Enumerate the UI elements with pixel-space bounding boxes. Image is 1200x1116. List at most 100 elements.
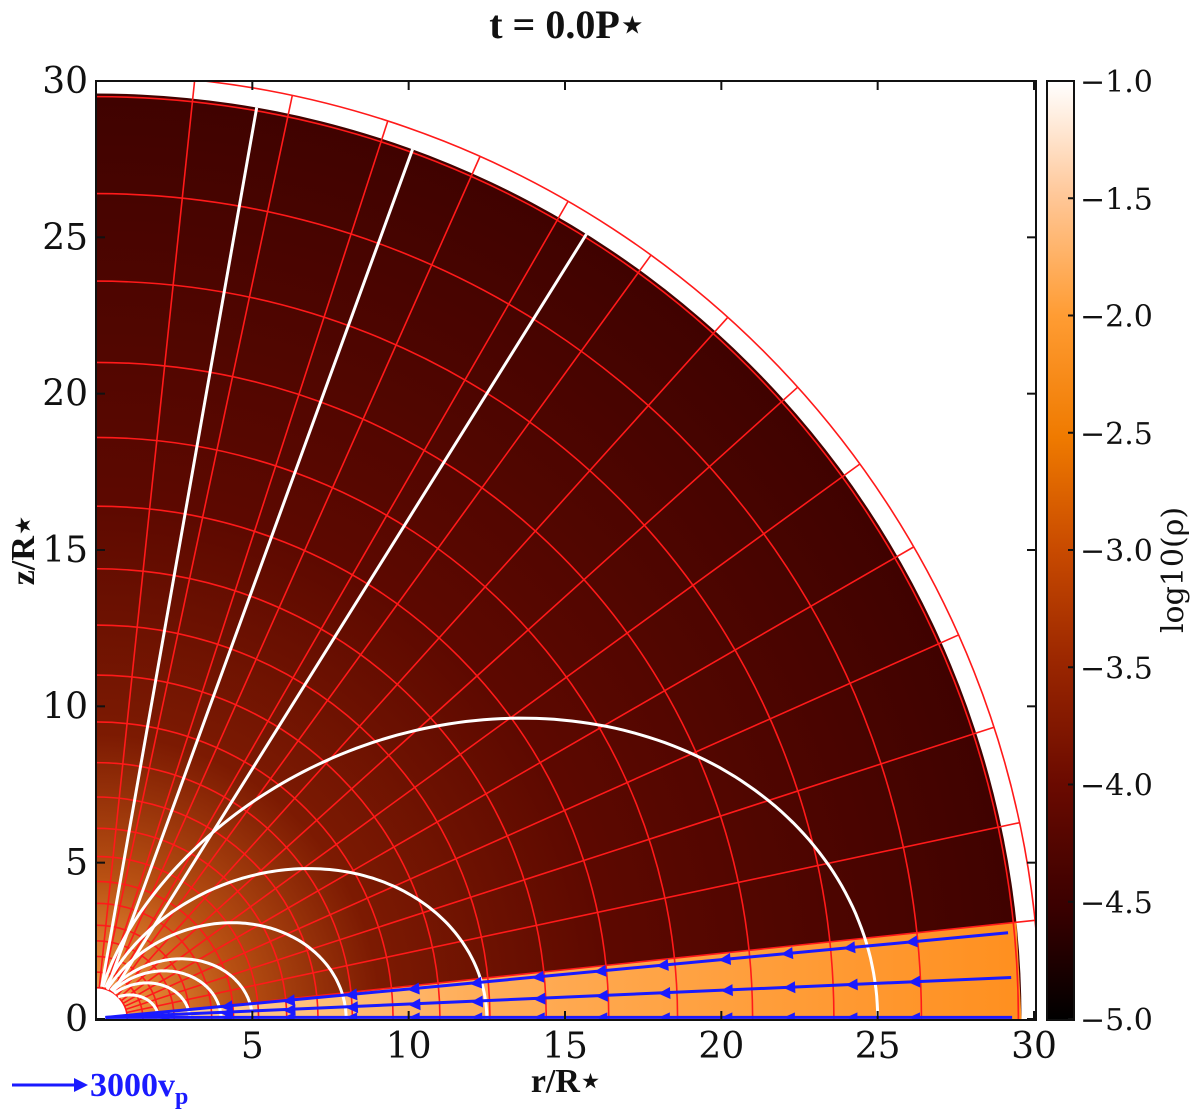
velocity-arrow-0-2 — [345, 1001, 359, 1014]
velocity-arrow-0-5 — [533, 992, 546, 1005]
field-line-open-1 — [105, 148, 414, 989]
y-tick-label-3: 15 — [42, 530, 88, 571]
velocity-arrow-1-8 — [718, 953, 732, 966]
colorbar-label: log10(ρ) — [1156, 507, 1191, 633]
velocity-arrow-1-6 — [594, 964, 607, 977]
cb-tick-label-3: −2.5 — [1080, 417, 1153, 452]
field-line-open-0 — [112, 233, 588, 992]
field-line-closed-1 — [113, 981, 192, 1019]
velocity-arrow-1-5 — [531, 970, 545, 983]
velocity-arrow-0-9 — [783, 981, 796, 994]
velocity-arrow-equator-7 — [596, 1012, 608, 1020]
cb-tick-label-8: −5.0 — [1080, 1003, 1153, 1038]
field-line-closed-2 — [111, 969, 223, 1020]
velocity-arrow-0-8 — [720, 984, 733, 997]
velocity-arrow-0-1 — [283, 1004, 296, 1017]
velocity-arrow-0-4 — [470, 995, 484, 1008]
y-tick-label-4: 20 — [42, 374, 88, 415]
velocity-arrow-1-1 — [282, 994, 296, 1007]
colorbar-ticks: −1.0 −1.5 −2.0 −2.5 −3.0 −3.5 −4.0 −4.5 −5.0 — [1068, 65, 1153, 1038]
y-tick-label-1: 5 — [65, 843, 88, 884]
cb-tick-label-0: −1.0 — [1080, 65, 1153, 100]
velocity-arrow-0-10 — [845, 978, 858, 991]
grid-circle-0 — [96, 986, 129, 1020]
grid-circle-20 — [96, 95, 1020, 1020]
legend-label: 3000vp — [90, 1067, 188, 1110]
velocity-arrow-1-9 — [780, 947, 794, 960]
grid-circle-12 — [96, 674, 441, 1020]
velocity-arrow-equator-5 — [471, 1012, 483, 1020]
velocity-line-1 — [105, 931, 1009, 1019]
grid-radial-13 — [98, 81, 196, 988]
velocity-arrow-equator-8 — [658, 1012, 670, 1020]
cb-tick-label-2: −2.0 — [1080, 300, 1153, 335]
x-tick-label-3: 20 — [698, 1026, 744, 1067]
velocity-arrow-equator-2 — [283, 1012, 295, 1020]
grid-radial-5 — [120, 463, 861, 1002]
velocity-arrow-1-7 — [656, 958, 669, 971]
grid-circle-19 — [96, 192, 923, 1020]
velocity-arrow-equator-12 — [908, 1012, 920, 1020]
grid-radial-12 — [101, 95, 294, 989]
velocity-arrow-0-7 — [658, 986, 671, 999]
legend-label-main: 3000v — [90, 1067, 175, 1104]
legend-arrow-head — [74, 1078, 88, 1092]
star-surface — [96, 987, 128, 1019]
grid-radial-3 — [124, 634, 959, 1008]
x-tick-label-4: 25 — [855, 1026, 901, 1067]
grid-radial-2 — [125, 726, 995, 1011]
grid-circle-6 — [96, 880, 235, 1020]
grid-radial-8 — [113, 254, 652, 995]
velocity-arrow-1-2 — [345, 988, 358, 1001]
velocity-arrow-equator-0 — [158, 1012, 170, 1020]
velocity-arrow-1-0 — [220, 1000, 233, 1013]
density-field — [96, 93, 1022, 1020]
grid-circle-11 — [96, 721, 394, 1020]
grid-circle-17 — [96, 361, 754, 1020]
grid-circle-15 — [96, 505, 610, 1020]
legend-label-sub: p — [175, 1084, 188, 1110]
grid-radial-9 — [110, 200, 569, 993]
velocity-arrow-equator-1 — [221, 1012, 233, 1020]
x-tick-label-2: 15 — [542, 1026, 588, 1067]
field-line-open-2 — [100, 107, 259, 987]
x-axis-title: r/R⋆ — [531, 1063, 601, 1100]
y-tick-label-0: 0 — [65, 999, 88, 1040]
velocity-arrow-0-3 — [408, 998, 421, 1011]
grid-radial-4 — [122, 546, 915, 1005]
velocity-arrow-equator-6 — [533, 1012, 545, 1020]
velocity-line-0 — [105, 975, 1012, 1019]
chart-title: t = 0.0P⋆ — [489, 2, 645, 47]
grid-circle-8 — [96, 827, 288, 1020]
y-tick-label-5: 25 — [42, 217, 88, 258]
velocity-arrow-1-10 — [843, 941, 856, 954]
x-tick-label-0: 5 — [241, 1026, 264, 1067]
velocity-arrow-1-4 — [469, 976, 483, 989]
cb-tick-label-7: −4.5 — [1080, 886, 1153, 921]
cb-tick-label-5: −3.5 — [1080, 651, 1153, 686]
x-tick-label-1: 10 — [386, 1026, 432, 1067]
plot-area — [96, 81, 1036, 1020]
grid-circle-9 — [96, 796, 319, 1020]
velocity-arrow-equator-4 — [408, 1012, 420, 1020]
x-tick-label-5: 30 — [1011, 1026, 1057, 1067]
grid-radial-1 — [126, 821, 1020, 1014]
field-line-closed-6 — [101, 716, 880, 1020]
grid-circle-14 — [96, 567, 548, 1020]
y-tick-label-6: 30 — [42, 61, 88, 102]
cb-tick-label-4: −3.0 — [1080, 534, 1153, 569]
velocity-arrow-0-11 — [908, 975, 921, 988]
y-axis-title: z/R⋆ — [5, 515, 42, 585]
cb-tick-label-1: −1.5 — [1080, 182, 1153, 217]
velocity-arrow-equator-9 — [721, 1012, 733, 1020]
grid-radial-7 — [116, 316, 729, 997]
velocity-arrow-1-11 — [905, 935, 918, 948]
grid-radial-6 — [118, 386, 799, 999]
grid-circle-21 — [197, 81, 1036, 939]
field-line-closed-3 — [109, 957, 254, 1019]
velocity-arrow-1-3 — [407, 982, 420, 995]
grid-circle-7 — [96, 855, 260, 1020]
y-tick-label-2: 10 — [42, 686, 88, 727]
grid-circle-10 — [96, 761, 354, 1020]
